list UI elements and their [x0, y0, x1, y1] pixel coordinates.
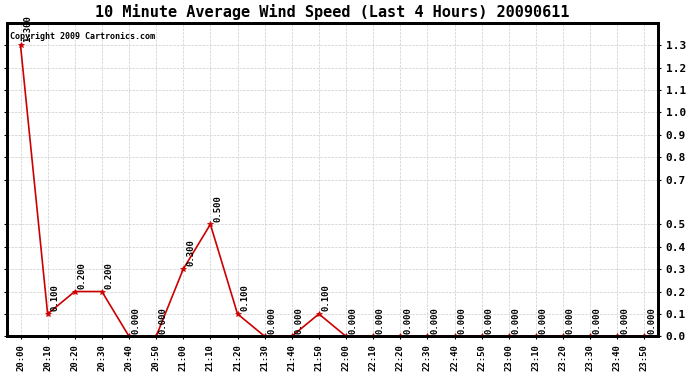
Text: 0.000: 0.000: [132, 307, 141, 333]
Text: 0.000: 0.000: [268, 307, 277, 333]
Text: 0.100: 0.100: [322, 284, 331, 311]
Text: 0.000: 0.000: [348, 307, 358, 333]
Text: 0.000: 0.000: [430, 307, 439, 333]
Text: 0.000: 0.000: [566, 307, 575, 333]
Text: 0.000: 0.000: [620, 307, 629, 333]
Text: 1.300: 1.300: [23, 15, 32, 42]
Text: 0.000: 0.000: [484, 307, 493, 333]
Text: 0.000: 0.000: [376, 307, 385, 333]
Text: 0.300: 0.300: [186, 240, 195, 266]
Text: 0.000: 0.000: [403, 307, 412, 333]
Text: Copyright 2009 Cartronics.com: Copyright 2009 Cartronics.com: [10, 32, 155, 41]
Text: 0.200: 0.200: [77, 262, 86, 289]
Text: 0.500: 0.500: [213, 195, 222, 222]
Text: 0.200: 0.200: [105, 262, 114, 289]
Text: 0.000: 0.000: [511, 307, 520, 333]
Text: 0.000: 0.000: [593, 307, 602, 333]
Text: 0.000: 0.000: [295, 307, 304, 333]
Title: 10 Minute Average Wind Speed (Last 4 Hours) 20090611: 10 Minute Average Wind Speed (Last 4 Hou…: [95, 4, 570, 20]
Text: 0.000: 0.000: [457, 307, 466, 333]
Text: 0.000: 0.000: [647, 307, 656, 333]
Text: 0.100: 0.100: [50, 284, 59, 311]
Text: 0.100: 0.100: [240, 284, 249, 311]
Text: 0.000: 0.000: [159, 307, 168, 333]
Text: 0.000: 0.000: [539, 307, 548, 333]
